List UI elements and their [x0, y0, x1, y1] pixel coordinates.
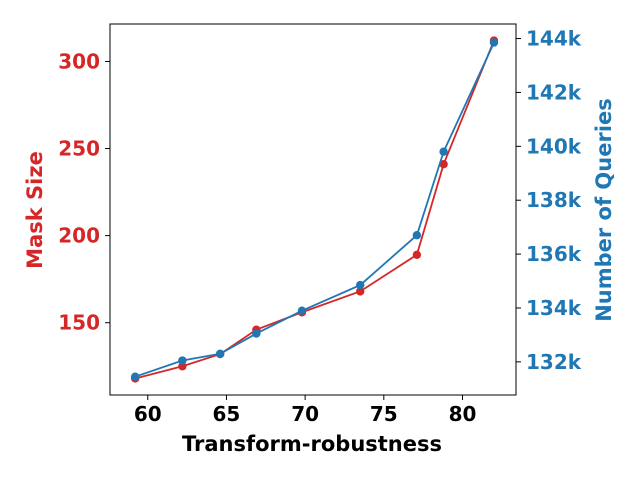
x-tick-label: 65 — [213, 402, 241, 426]
data-point-right — [489, 38, 499, 47]
y-right-tick-label: 132k — [526, 350, 582, 374]
y-right-tick-label: 136k — [526, 242, 582, 266]
data-point-right — [356, 280, 365, 290]
data-point-right — [252, 329, 261, 338]
data-point-right — [439, 147, 448, 156]
plot-area — [109, 23, 517, 396]
data-point-right — [412, 231, 422, 240]
y-left-tick-label: 150 — [58, 311, 100, 335]
axes-layer: 60 65 70 75 80 150 200 250 300 132k 134k 136k 138k 14… — [58, 27, 581, 426]
data-point-left — [412, 250, 422, 259]
y-right-tick-label: 138k — [526, 188, 582, 212]
series-layer — [130, 36, 499, 383]
data-point-right — [130, 372, 140, 381]
y-right-tick-label: 144k — [526, 27, 582, 51]
data-point-left — [178, 362, 187, 371]
y-right-tick-label: 140k — [526, 134, 582, 158]
x-tick-label: 60 — [134, 402, 162, 426]
plot-frame — [109, 23, 517, 396]
data-point-right — [215, 349, 225, 358]
y-right-tick-label: 134k — [526, 296, 582, 320]
x-tick-label: 75 — [370, 402, 398, 426]
x-tick-label: 80 — [449, 402, 477, 426]
x-axis-label: Transform-robustness — [182, 432, 442, 456]
x-tick-label: 70 — [291, 402, 319, 426]
y-left-tick-label: 250 — [58, 137, 100, 161]
y-left-tick-label: 300 — [58, 49, 100, 73]
data-point-right — [178, 356, 187, 365]
data-point-right — [297, 306, 307, 315]
y-right-tick-label: 142k — [526, 80, 582, 104]
y-axis-right-label: Number of Queries — [592, 98, 616, 322]
y-left-tick-label: 200 — [58, 224, 100, 248]
data-point-left — [356, 287, 365, 296]
data-point-left — [439, 160, 448, 169]
y-axis-left-label: Mask Size — [23, 151, 47, 269]
